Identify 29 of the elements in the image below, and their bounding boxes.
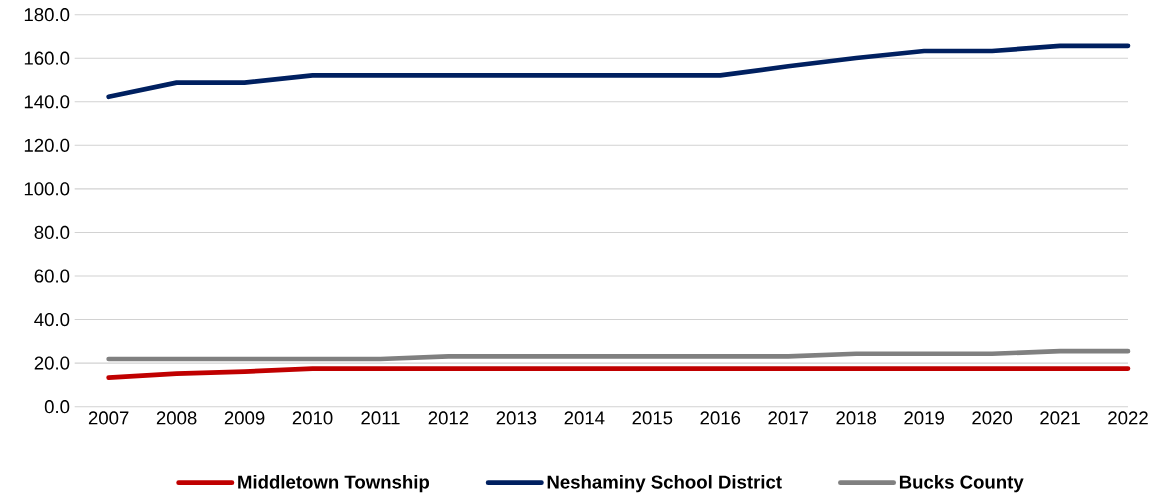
legend-label: Neshaminy School District (547, 474, 782, 493)
y-tick-label: 0.0 (44, 400, 70, 414)
y-tick-label: 20.0 (34, 356, 70, 370)
x-tick-label: 2012 (428, 411, 469, 425)
x-tick-label: 2014 (564, 411, 605, 425)
x-tick-label: 2021 (1040, 411, 1080, 425)
x-tick-label: 2010 (292, 411, 333, 425)
x-tick-label: 2016 (700, 411, 741, 425)
legend-label: Middletown Township (238, 474, 430, 493)
legend-label: Bucks County (899, 474, 1024, 493)
y-tick-label: 80.0 (34, 225, 70, 240)
x-tick-label: 2019 (904, 411, 944, 425)
x-tick-label: 2007 (88, 411, 129, 425)
x-tick-label: 2013 (496, 411, 537, 425)
y-tick-label: 140.0 (24, 95, 70, 109)
x-tick-label: 2015 (632, 411, 673, 425)
x-tick-label: 2020 (972, 411, 1013, 425)
y-tick-label: 100.0 (24, 182, 70, 196)
y-tick-label: 160.0 (24, 51, 70, 65)
x-tick-label: 2018 (836, 411, 877, 425)
x-tick-label: 2011 (361, 411, 400, 425)
x-tick-label: 2017 (768, 411, 808, 425)
x-tick-label: 2008 (156, 411, 197, 425)
y-tick-label: 40.0 (34, 312, 70, 327)
x-tick-label: 2009 (224, 411, 265, 425)
y-tick-label: 60.0 (34, 269, 70, 283)
y-tick-label: 120.0 (24, 138, 70, 152)
x-tick-label: 2022 (1108, 411, 1148, 425)
y-tick-label: 180.0 (24, 8, 70, 22)
